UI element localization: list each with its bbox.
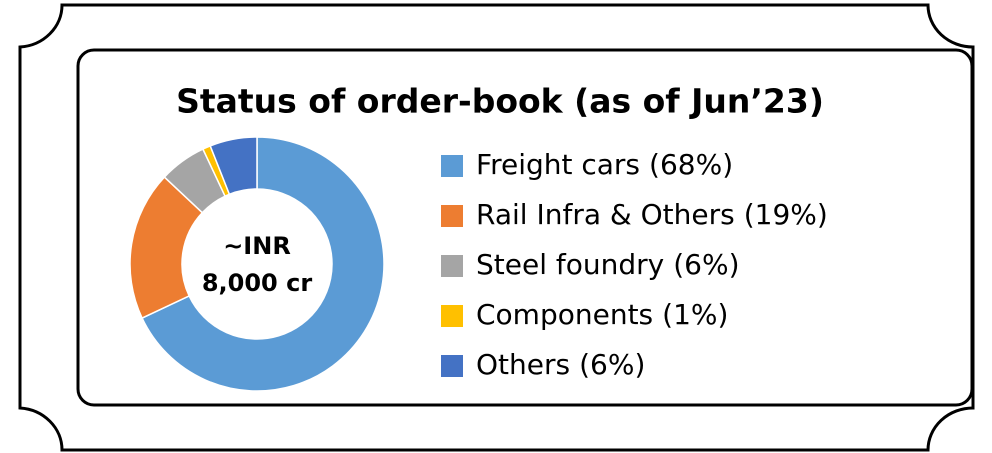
legend-swatch — [441, 355, 463, 377]
center-label: 8,000 cr — [202, 269, 312, 297]
legend-label: Steel foundry (6%) — [476, 248, 740, 281]
legend-label: Others (6%) — [476, 348, 645, 381]
legend-name: Steel foundry — [476, 248, 664, 281]
panel — [76, 48, 974, 407]
chart-title: Status of order-book (as of Jun’23) — [176, 82, 824, 121]
legend-swatch — [441, 305, 463, 327]
legend-label: Rail Infra & Others (19%) — [476, 198, 828, 231]
legend-swatch — [441, 255, 463, 277]
center-label: ~INR — [223, 232, 291, 260]
legend-swatch — [441, 205, 463, 227]
ticket-frame — [18, 3, 975, 452]
legend-name: Components — [476, 298, 653, 331]
legend-name: Freight cars — [476, 148, 640, 181]
donut-slice — [209, 136, 258, 196]
legend-value: (19%) — [744, 198, 828, 231]
legend-value: (6%) — [673, 248, 739, 281]
legend-label: Freight cars (68%) — [476, 148, 733, 181]
legend-value: (1%) — [662, 298, 728, 331]
legend-label: Components (1%) — [476, 298, 728, 331]
legend-name: Rail Infra & Others — [476, 198, 735, 231]
legend-value: (6%) — [579, 348, 645, 381]
legend-value: (68%) — [649, 148, 733, 181]
legend-name: Others — [476, 348, 570, 381]
legend-swatch — [441, 155, 463, 177]
donut-slice — [141, 136, 385, 392]
